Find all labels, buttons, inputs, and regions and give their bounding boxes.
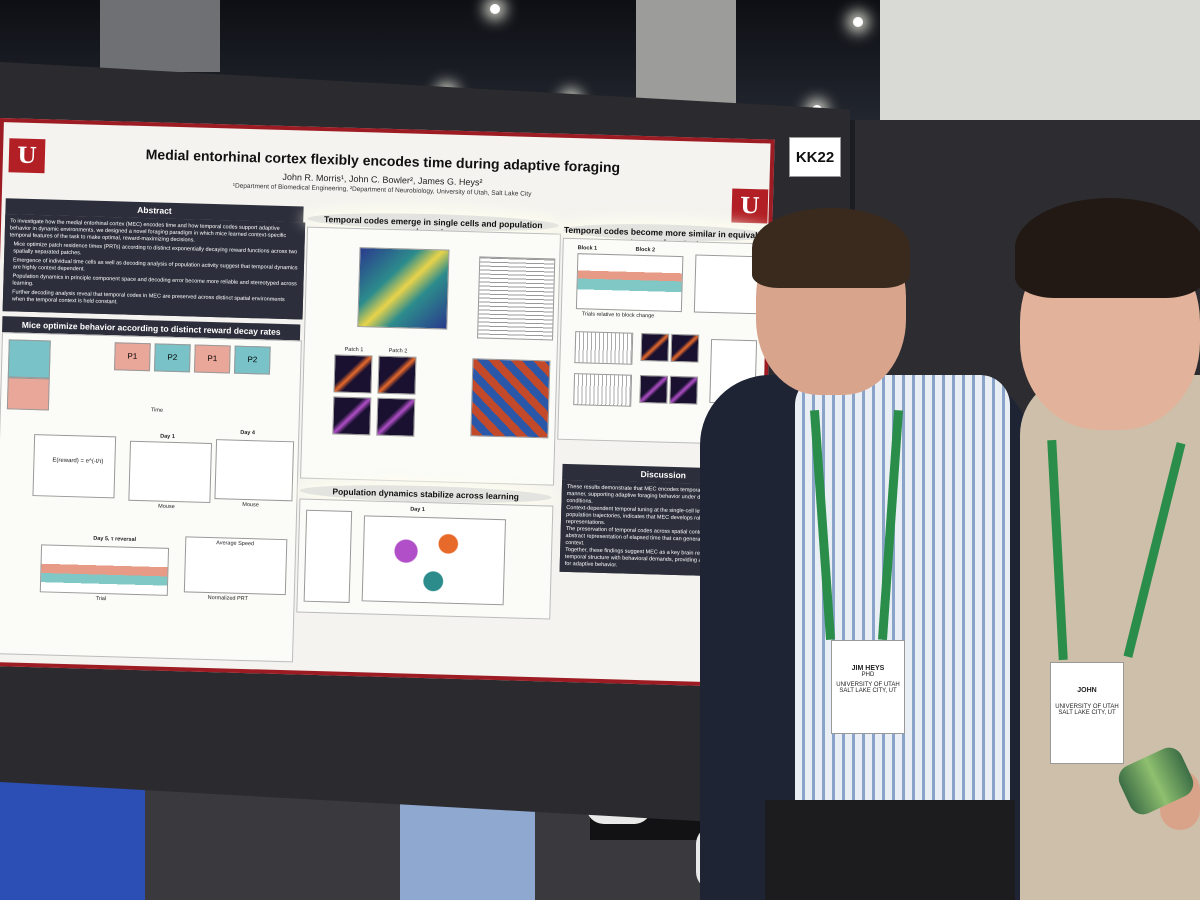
badge-affiliation: UNIVERSITY OF UTAH SALT LAKE CITY, UT	[1055, 704, 1119, 716]
learning-panel: Day 1 Day 4	[296, 498, 554, 620]
ceiling-light	[853, 17, 863, 27]
patch-label-p2: P2	[153, 343, 191, 373]
prt-boxplot	[128, 440, 213, 504]
arena-schematic	[6, 377, 50, 411]
booth-number: KK22	[789, 137, 841, 177]
university-logo: U	[8, 138, 46, 174]
label-day1: Day 1	[160, 433, 175, 441]
decoding-matrix	[333, 354, 373, 394]
reversal-prt-plot	[39, 544, 170, 596]
axis-label-trial: Trial	[95, 595, 107, 603]
axis-label-mouse: Mouse	[242, 501, 259, 509]
decoding-matrix	[377, 355, 417, 395]
decoding-matrix	[670, 333, 700, 363]
person-left-pants	[765, 800, 1015, 900]
pillar	[100, 0, 220, 72]
raster-plots	[573, 373, 633, 407]
axis-label-normalized-prt: Normalized PRT	[207, 594, 248, 603]
correlation-matrix	[470, 358, 551, 439]
label-patch1: Patch 1	[344, 346, 364, 354]
label-day5-reversal: Day 5, τ reversal	[93, 535, 137, 543]
behavior-panel: P1 P2 P1 P2 Time E(reward) = e^(-t/τ) Da…	[0, 332, 302, 663]
legend-average-speed: Average Speed	[216, 540, 255, 548]
university-logo: U	[731, 188, 769, 224]
axis-label-trials-block: Trials relative to block change	[581, 311, 655, 320]
decoding-matrix	[640, 332, 670, 362]
axis-label-time: Time	[150, 407, 164, 414]
back-wall	[880, 0, 1200, 140]
pca-trajectories	[361, 515, 506, 606]
badge-name: JOHN	[1077, 687, 1097, 694]
pillar	[636, 0, 736, 112]
name-badge-left: JIM HEYS PHD UNIVERSITY OF UTAH SALT LAK…	[831, 640, 905, 734]
patch-label-p1: P1	[193, 344, 231, 374]
name-badge-right: JOHN UNIVERSITY OF UTAH SALT LAKE CITY, …	[1050, 662, 1124, 764]
prt-boxplot	[214, 439, 295, 502]
raster-plots	[477, 256, 556, 341]
ceiling-light	[490, 4, 500, 14]
decoding-matrix	[639, 374, 669, 404]
badge-name: JIM HEYS	[851, 665, 885, 672]
time-cell-heatmap	[357, 247, 450, 330]
person-right-hair	[1015, 198, 1200, 298]
single-cells-panel: Patch 1 Patch 2	[300, 226, 561, 486]
abstract-panel: To investigate how the medial entorhinal…	[2, 214, 306, 320]
label-day1: Day 1	[410, 506, 425, 514]
decoding-matrix	[669, 375, 699, 405]
research-poster: U U Medial entorhinal cortex flexibly en…	[0, 118, 775, 688]
decoding-error-plot	[303, 509, 353, 603]
label-block2: Block 2	[635, 246, 656, 254]
patch-label-p2: P2	[233, 345, 271, 375]
label-block1: Block 1	[577, 245, 598, 252]
axis-label-mouse: Mouse	[158, 503, 175, 511]
label-patch2: Patch 2	[388, 347, 408, 355]
label-day4: Day 4	[240, 429, 256, 437]
decoding-matrix	[376, 397, 416, 437]
decoding-matrix	[332, 396, 372, 436]
speed-plot: Average Speed	[183, 536, 288, 596]
badge-role: PHD	[861, 672, 875, 678]
person-left-hair	[752, 208, 910, 288]
reward-equation: E(reward) = e^(-t/τ)	[52, 457, 104, 466]
arena-schematic	[7, 339, 51, 379]
badge-affiliation: UNIVERSITY OF UTAH SALT LAKE CITY, UT	[836, 682, 900, 694]
reward-decay-plot: E(reward) = e^(-t/τ)	[32, 434, 117, 499]
block-prt-plot	[575, 253, 684, 313]
patch-label-p1: P1	[114, 342, 151, 372]
raster-plots	[574, 331, 634, 365]
